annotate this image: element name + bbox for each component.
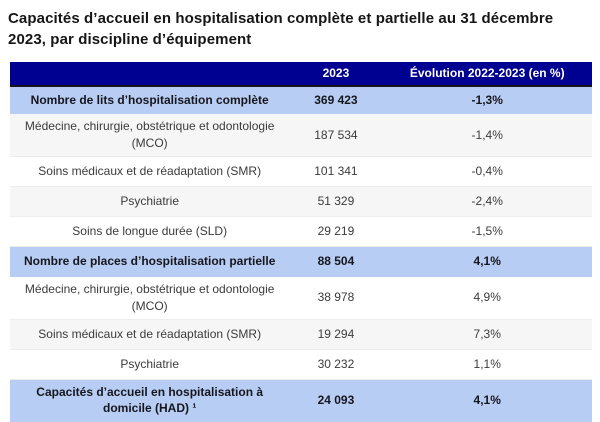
- row-value-2023: 29 219: [317, 224, 355, 239]
- table-row: Soins médicaux et de réadaptation (SMR) …: [10, 319, 592, 350]
- table-row: Nombre de places d’hospitalisation parti…: [10, 246, 592, 277]
- row-value-2023: 369 423: [314, 92, 358, 107]
- table-row: Soins médicaux et de réadaptation (SMR) …: [10, 156, 592, 187]
- row-value-2023: 51 329: [317, 194, 355, 209]
- row-evolution: 4,9%: [473, 290, 501, 305]
- table-row: Psychiatrie 51 329 -2,4%: [10, 186, 592, 217]
- row-label: Psychiatrie: [120, 356, 180, 371]
- row-evolution: 1,1%: [473, 356, 501, 371]
- row-evolution: -1,5%: [471, 224, 503, 239]
- row-label: Soins médicaux et de réadaptation (SMR): [38, 164, 262, 179]
- row-evolution: 4,1%: [473, 392, 501, 407]
- row-evolution: -1,4%: [471, 127, 503, 142]
- row-label: Soins de longue durée (SLD): [72, 224, 228, 239]
- page-title: Capacités d’accueil en hospitalisation c…: [8, 10, 554, 48]
- row-value-2023: 38 978: [317, 290, 355, 305]
- row-value-2023: 88 504: [317, 254, 355, 269]
- row-label: Médecine, chirurgie, obstétrique et odon…: [24, 281, 275, 313]
- row-label: Nombre de lits d’hospitalisation complèt…: [30, 92, 269, 107]
- row-label: Psychiatrie: [120, 194, 180, 209]
- column-header-year: 2023: [322, 66, 350, 81]
- row-value-2023: 19 294: [317, 326, 355, 341]
- column-header-discipline: [10, 62, 289, 85]
- table-row: Nombre de lits d’hospitalisation complèt…: [10, 87, 592, 115]
- row-value-2023: 101 341: [314, 164, 358, 179]
- row-label: Nombre de places d’hospitalisation parti…: [23, 254, 276, 269]
- table-row: Médecine, chirurgie, obstétrique et odon…: [10, 114, 592, 157]
- row-evolution: 7,3%: [473, 326, 501, 341]
- row-evolution: 4,1%: [473, 254, 501, 269]
- table-row: Psychiatrie 30 232 1,1%: [10, 349, 592, 380]
- column-header-evolution: Évolution 2022-2023 (en %): [409, 66, 565, 81]
- row-evolution: -2,4%: [471, 194, 503, 209]
- table-row: Médecine, chirurgie, obstétrique et odon…: [10, 276, 592, 320]
- row-label: Médecine, chirurgie, obstétrique et odon…: [24, 119, 275, 151]
- capacity-table: 2023 Évolution 2022-2023 (en %) Nombre d…: [10, 62, 592, 422]
- row-evolution: -1,3%: [471, 92, 503, 107]
- row-value-2023: 30 232: [317, 356, 355, 371]
- row-value-2023: 187 534: [314, 127, 358, 142]
- row-label: Capacités d’accueil en hospitalisation à…: [36, 384, 264, 416]
- table-row: Capacités d’accueil en hospitalisation à…: [10, 379, 592, 422]
- table-header-row: 2023 Évolution 2022-2023 (en %): [10, 62, 592, 88]
- row-label: Soins médicaux et de réadaptation (SMR): [38, 326, 262, 341]
- table-row: Soins de longue durée (SLD) 29 219 -1,5%: [10, 216, 592, 247]
- row-value-2023: 24 093: [317, 392, 355, 407]
- row-evolution: -0,4%: [471, 164, 503, 179]
